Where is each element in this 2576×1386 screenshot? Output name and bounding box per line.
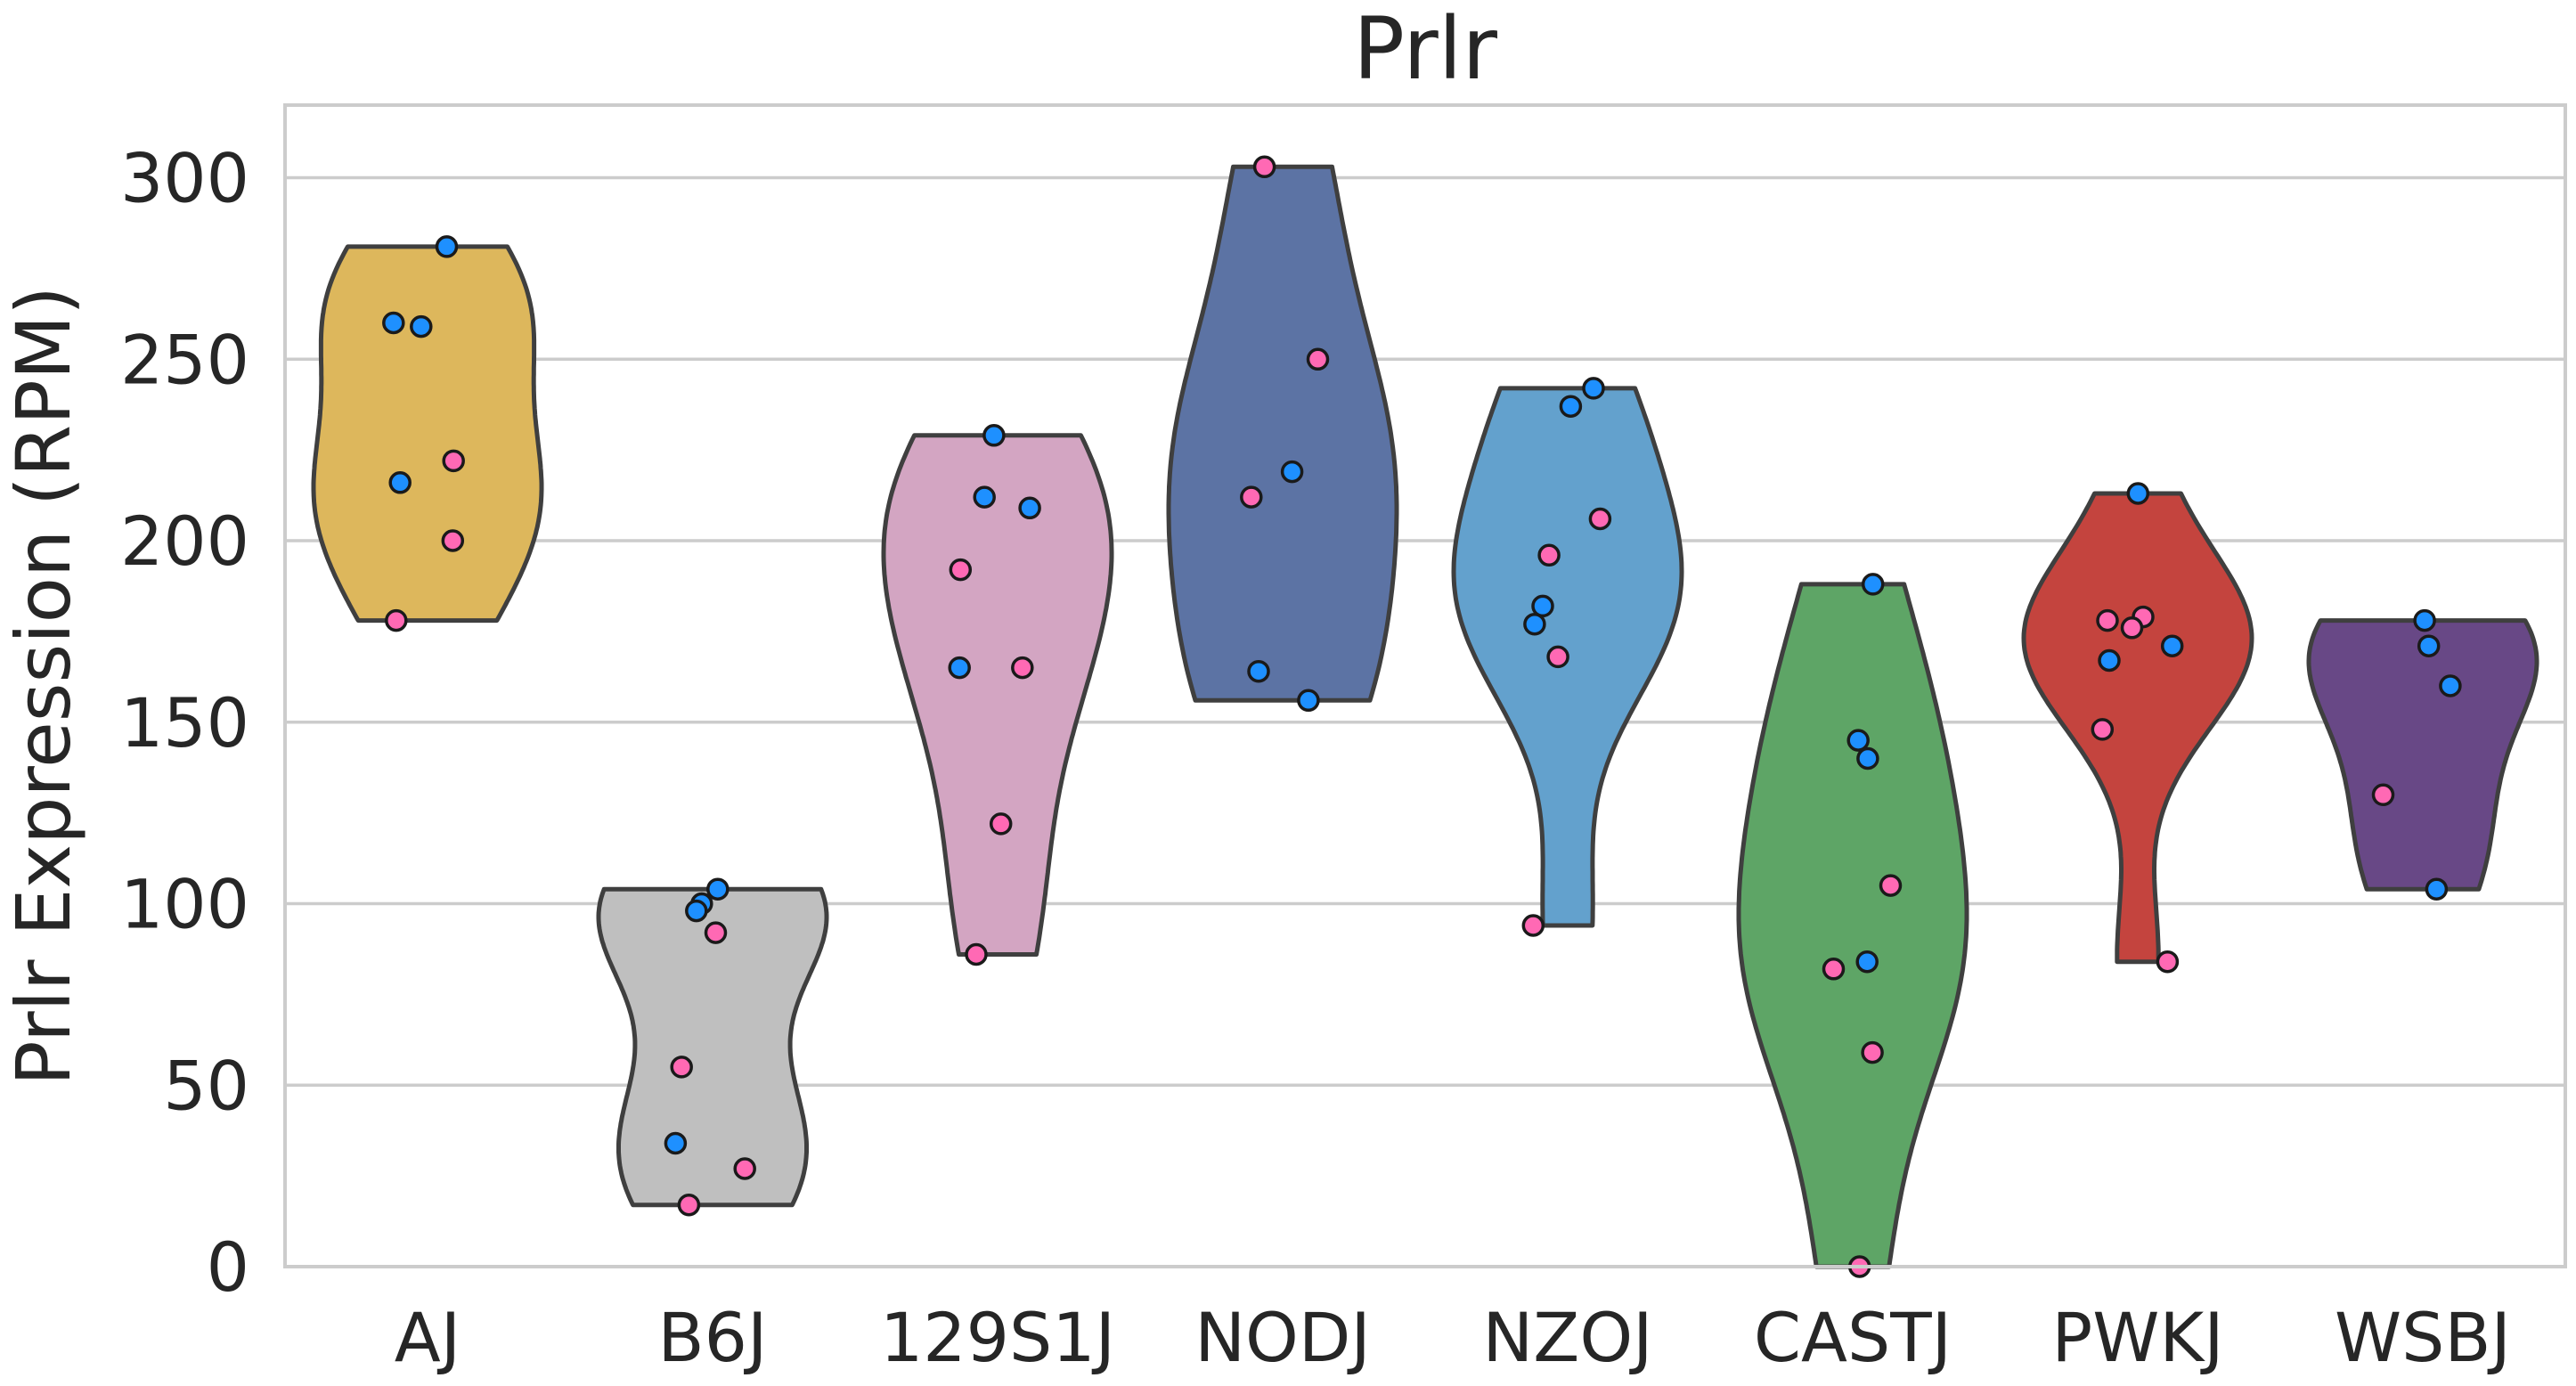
x-tick-label: AJ xyxy=(395,1298,461,1377)
violin-castj xyxy=(1736,582,1969,1269)
data-point xyxy=(1846,729,1870,752)
data-point xyxy=(1531,594,1554,618)
data-point xyxy=(1861,1040,1884,1064)
data-point xyxy=(1521,914,1545,937)
data-point xyxy=(949,558,973,582)
data-point xyxy=(685,899,708,923)
violin-aj xyxy=(311,244,544,624)
data-point xyxy=(1861,573,1885,596)
x-tick-label: B6J xyxy=(658,1298,768,1377)
violins xyxy=(311,164,2539,1269)
violin-129s1j xyxy=(881,433,1114,957)
chart-title: Prlr xyxy=(1353,0,1497,99)
data-point xyxy=(2439,674,2462,697)
data-point xyxy=(733,1157,756,1180)
x-tick-label: NODJ xyxy=(1194,1298,1371,1377)
data-point xyxy=(1280,460,1304,484)
y-tick-label: 100 xyxy=(120,865,249,944)
y-axis-label: Prlr Expression (RPM) xyxy=(0,286,87,1086)
data-point xyxy=(982,424,1006,447)
x-tick-label: WSBJ xyxy=(2335,1298,2511,1377)
data-point xyxy=(948,656,971,680)
data-point xyxy=(1247,659,1270,683)
data-point xyxy=(1588,507,1612,531)
y-tick-label: 200 xyxy=(120,501,249,581)
data-point xyxy=(677,1193,701,1217)
x-tick-labels: AJ B6J 129S1J NODJ NZOJ CASTJ PWKJ WSBJ xyxy=(395,1298,2511,1377)
data-point xyxy=(706,877,730,901)
violin-pwkj xyxy=(2021,491,2254,965)
data-point xyxy=(1297,689,1320,713)
data-point xyxy=(704,921,728,944)
y-tick-label: 0 xyxy=(207,1227,249,1307)
data-point xyxy=(382,311,405,335)
x-tick-label: NZOJ xyxy=(1482,1298,1652,1377)
data-point xyxy=(2126,482,2150,505)
data-point xyxy=(989,812,1013,836)
data-point xyxy=(1546,645,1569,669)
y-tick-label: 150 xyxy=(120,683,249,762)
data-point xyxy=(435,235,459,258)
data-points xyxy=(382,155,2462,1278)
data-point xyxy=(1306,347,1330,371)
y-tick-label: 50 xyxy=(163,1046,249,1125)
violin-wsbj xyxy=(2306,618,2539,892)
data-point xyxy=(410,314,433,338)
data-point xyxy=(1855,950,1879,974)
data-point xyxy=(442,449,465,473)
plot-frame xyxy=(283,103,2567,1268)
data-point xyxy=(1523,612,1546,636)
x-tick-label: PWKJ xyxy=(2051,1298,2223,1377)
data-point xyxy=(388,471,412,494)
data-point xyxy=(1252,155,1276,179)
data-point xyxy=(2160,634,2184,657)
data-point xyxy=(2156,950,2180,974)
data-point xyxy=(1559,395,1583,418)
data-point xyxy=(1018,496,1041,520)
data-point xyxy=(2417,634,2441,657)
data-point xyxy=(2098,648,2121,673)
data-point xyxy=(670,1056,693,1079)
data-point xyxy=(1011,656,1034,680)
data-point xyxy=(1856,746,1879,770)
data-point xyxy=(2120,616,2144,640)
violin-b6j xyxy=(596,886,829,1208)
data-point xyxy=(2096,608,2119,632)
data-point xyxy=(2425,877,2449,901)
data-point xyxy=(1822,958,1846,981)
y-tick-label: 250 xyxy=(120,320,249,399)
data-point xyxy=(385,608,408,632)
data-point xyxy=(1537,543,1561,567)
data-point xyxy=(664,1131,688,1155)
data-point xyxy=(2371,783,2395,807)
y-tick-labels: 0 50 100 150 200 250 300 xyxy=(120,139,249,1308)
x-tick-label: 129S1J xyxy=(880,1298,1115,1377)
x-tick-label: CASTJ xyxy=(1754,1298,1952,1377)
data-point xyxy=(965,942,988,966)
data-point xyxy=(973,485,996,509)
data-point xyxy=(1240,485,1263,509)
data-point xyxy=(1582,377,1605,400)
data-point xyxy=(2413,608,2436,632)
data-point xyxy=(1879,874,1903,897)
y-tick-label: 300 xyxy=(120,139,249,218)
data-point xyxy=(2091,718,2115,741)
data-point xyxy=(441,529,465,552)
violin-nodj xyxy=(1166,164,1399,703)
